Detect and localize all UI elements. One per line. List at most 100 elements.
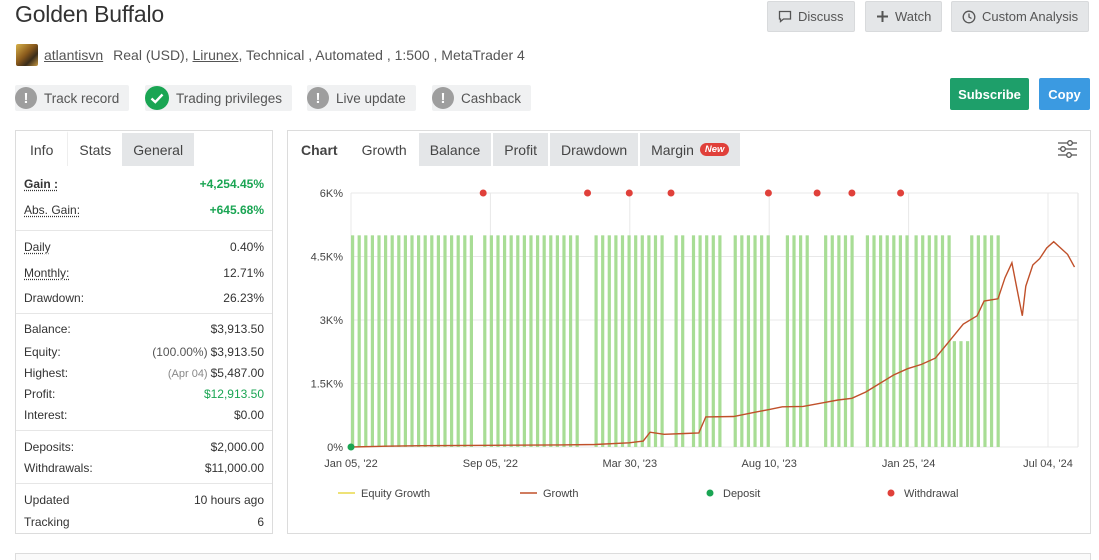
legend-swatch bbox=[706, 489, 714, 497]
bar bbox=[463, 235, 467, 447]
plus-icon bbox=[876, 10, 889, 23]
bar bbox=[575, 235, 579, 447]
stat-equity: Equity: (100.00%) $3,913.50 bbox=[24, 343, 264, 361]
bar bbox=[837, 235, 841, 447]
bar bbox=[555, 235, 559, 447]
copy-button[interactable]: Copy bbox=[1039, 78, 1090, 110]
custom-analysis-label: Custom Analysis bbox=[982, 9, 1079, 24]
bar bbox=[384, 235, 388, 447]
x-tick-label: Mar 30, '23 bbox=[602, 458, 657, 470]
username-link[interactable]: atlantisvn bbox=[44, 47, 104, 63]
stat-value: $3,913.50 bbox=[210, 345, 264, 359]
divider bbox=[16, 313, 272, 314]
badge-cashback[interactable]: ! Cashback bbox=[432, 85, 532, 111]
stat-label[interactable]: Daily bbox=[24, 240, 51, 254]
withdrawal-marker bbox=[813, 189, 821, 197]
subscribe-button[interactable]: Subscribe bbox=[950, 78, 1029, 110]
bar bbox=[879, 235, 883, 447]
sliders-icon[interactable] bbox=[1057, 139, 1078, 164]
stat-value: $5,487.00 bbox=[210, 366, 264, 380]
bar bbox=[502, 235, 507, 447]
bar bbox=[681, 235, 685, 447]
bar bbox=[753, 235, 757, 447]
legend-label: Equity Growth bbox=[361, 488, 430, 500]
y-tick-label: 3K% bbox=[320, 315, 343, 327]
bar bbox=[740, 235, 744, 447]
custom-analysis-button[interactable]: Custom Analysis bbox=[951, 1, 1090, 32]
page-title: Golden Buffalo bbox=[15, 1, 164, 27]
bar bbox=[733, 235, 737, 447]
stat-daily: Daily 0.40% bbox=[24, 238, 264, 256]
bar bbox=[965, 341, 970, 447]
badge-live-update[interactable]: ! Live update bbox=[307, 85, 416, 111]
bar bbox=[410, 235, 414, 447]
stat-gain: Gain : +4,254.45% bbox=[24, 175, 264, 193]
bar bbox=[601, 235, 605, 447]
tab-general[interactable]: General bbox=[122, 131, 195, 166]
bar bbox=[792, 235, 796, 447]
tab-drawdown[interactable]: Drawdown bbox=[549, 131, 639, 166]
discuss-button[interactable]: Discuss bbox=[767, 1, 855, 32]
bar bbox=[397, 235, 401, 447]
legend-label: Growth bbox=[543, 488, 578, 500]
badge-track-record[interactable]: ! Track record bbox=[15, 85, 130, 111]
growth-chart[interactable]: 0% 1.5K% 3K% 4.5K% 6K% Jan 05, '22 Sep 05, '22… bbox=[288, 131, 1090, 533]
next-section-strip bbox=[15, 553, 1091, 560]
stat-updated: Updated 10 hours ago bbox=[24, 491, 264, 509]
bar bbox=[627, 235, 631, 447]
bar bbox=[516, 235, 520, 447]
bar bbox=[785, 235, 790, 447]
divider bbox=[16, 483, 272, 484]
stat-value: 0.40% bbox=[229, 240, 264, 254]
broker-link[interactable]: Lirunex bbox=[192, 47, 239, 63]
bar bbox=[898, 235, 903, 447]
badge-label: Cashback bbox=[461, 90, 522, 106]
bar bbox=[805, 235, 809, 447]
account-type: Real (USD), bbox=[113, 47, 189, 63]
tab-growth[interactable]: Growth bbox=[350, 131, 418, 166]
watch-label: Watch bbox=[895, 9, 932, 24]
avatar[interactable] bbox=[16, 44, 38, 66]
stat-label: Interest: bbox=[24, 408, 68, 422]
warning-icon: ! bbox=[307, 87, 329, 109]
bar bbox=[430, 235, 434, 447]
bar bbox=[542, 235, 546, 447]
x-tick-label: Jan 25, '24 bbox=[882, 458, 935, 470]
warning-icon: ! bbox=[432, 87, 454, 109]
bar bbox=[830, 235, 834, 447]
stat-label[interactable]: Abs. Gain: bbox=[24, 203, 81, 217]
withdrawal-marker bbox=[764, 189, 772, 197]
stat-label: Tracking bbox=[24, 515, 70, 529]
tab-info[interactable]: Info bbox=[16, 131, 68, 166]
bar bbox=[634, 235, 638, 447]
bar bbox=[940, 235, 945, 447]
tab-stats[interactable]: Stats bbox=[67, 131, 123, 166]
stat-value: 6 bbox=[257, 515, 264, 529]
bar bbox=[614, 235, 618, 447]
stat-label[interactable]: Monthly: bbox=[24, 266, 70, 280]
tab-chart[interactable]: Chart bbox=[288, 131, 351, 166]
bar bbox=[865, 235, 870, 447]
stat-monthly: Monthly: 12.71% bbox=[24, 264, 264, 282]
watch-button[interactable]: Watch bbox=[865, 1, 943, 32]
bar bbox=[469, 235, 473, 447]
stat-label: Drawdown: bbox=[24, 291, 85, 305]
withdrawal-marker bbox=[625, 189, 633, 197]
bar bbox=[450, 235, 454, 447]
stat-sub: (100.00%) bbox=[152, 345, 208, 359]
bar bbox=[934, 235, 938, 447]
bar bbox=[698, 235, 702, 447]
stats-panel: Info Stats General Gain : +4,254.45% Abs… bbox=[15, 130, 273, 534]
badge-trading-privileges[interactable]: Trading privileges bbox=[145, 85, 293, 111]
tab-margin[interactable]: Margin New bbox=[640, 131, 741, 166]
tab-balance[interactable]: Balance bbox=[418, 131, 492, 166]
withdrawal-marker bbox=[848, 189, 856, 197]
bar bbox=[568, 235, 573, 447]
stat-label[interactable]: Gain : bbox=[24, 177, 59, 191]
bar bbox=[691, 235, 696, 447]
tab-profit[interactable]: Profit bbox=[493, 131, 548, 166]
discuss-label: Discuss bbox=[798, 9, 844, 24]
bar bbox=[872, 235, 876, 447]
bar bbox=[914, 235, 918, 447]
stat-value: $12,913.50 bbox=[203, 387, 264, 401]
